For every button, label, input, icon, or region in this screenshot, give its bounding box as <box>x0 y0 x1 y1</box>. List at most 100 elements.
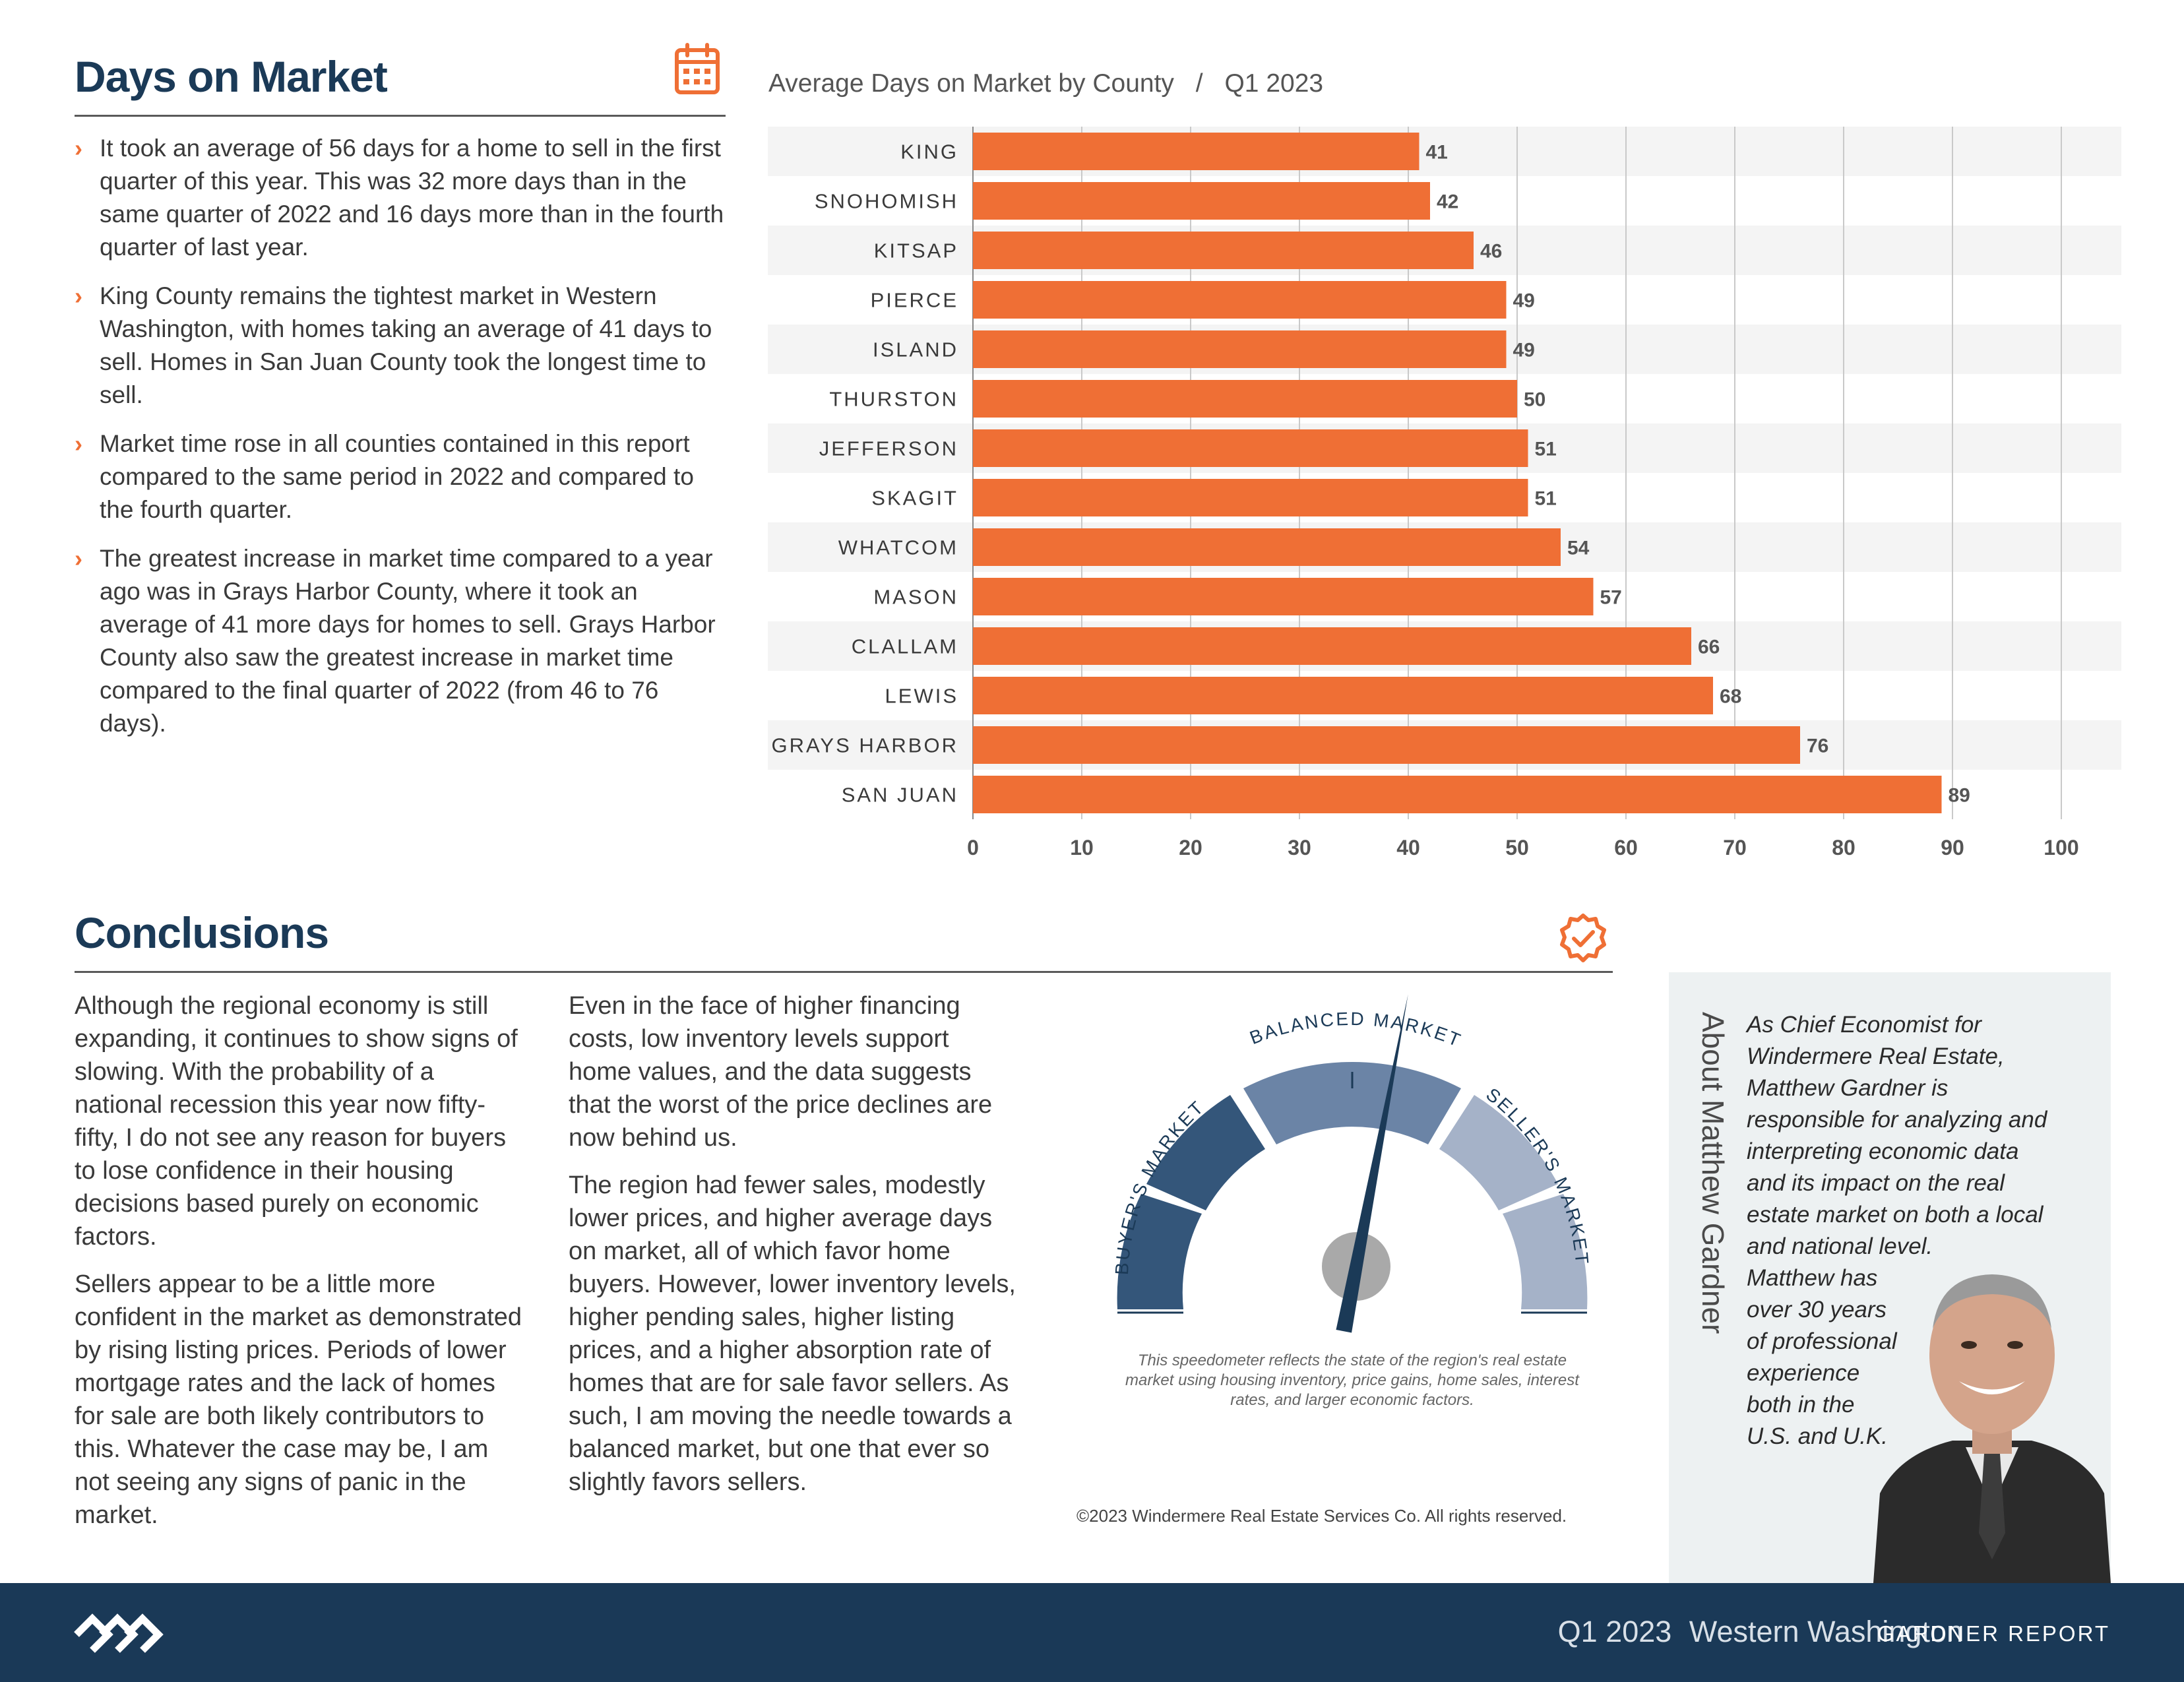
chart-data-label: 68 <box>1720 686 1741 708</box>
chart-category-label: SAN JUAN <box>842 784 958 807</box>
chart-category-label: SKAGIT <box>871 487 958 510</box>
chart-category-label: GRAYS HARBOR <box>772 734 958 757</box>
footer-report-name: GARDNER REPORT <box>1877 1621 2110 1646</box>
conclusions-title-rule <box>75 971 1613 973</box>
chart-data-label: 49 <box>1513 340 1535 361</box>
about-line: responsible for analyzing and <box>1747 1107 2047 1133</box>
bullet-text: Market time rose in all counties contain… <box>100 430 694 523</box>
bullet-text: King County remains the tightest market … <box>100 282 712 408</box>
about-heading: About Matthew Gardner <box>1696 1012 1730 1334</box>
conclusions-column-1: Although the regional economy is still e… <box>75 989 523 1546</box>
about-line: estate market on both a local <box>1747 1202 2044 1228</box>
footer-region: Western Washington <box>1689 1615 1963 1648</box>
chart-bar <box>973 232 1474 269</box>
chart-category-label: WHATCOM <box>838 536 958 559</box>
chart-category-label: SNOHOMISH <box>815 190 958 213</box>
gauge-segment-buyers-high <box>1146 1095 1265 1210</box>
chart-category-label: PIERCE <box>871 289 958 312</box>
chart-bar <box>973 479 1528 516</box>
about-line: experience <box>1747 1360 1860 1386</box>
chart-category-label: ISLAND <box>873 338 958 361</box>
about-line: U.S. and U.K. <box>1747 1423 1888 1449</box>
author-portrait <box>1873 1256 2111 1583</box>
chevron-right-icon: › <box>75 135 82 162</box>
gauge-segment-sellers-low <box>1503 1194 1588 1309</box>
about-line: As Chief Economist for <box>1747 1012 1981 1038</box>
chart-data-label: 42 <box>1437 191 1458 213</box>
chart-tick-label: 80 <box>1832 836 1856 859</box>
chart-data-label: 66 <box>1698 637 1720 658</box>
about-line: both in the <box>1747 1392 1855 1417</box>
chart-tick-label: 50 <box>1505 836 1529 859</box>
bullet-text: The greatest increase in market time com… <box>100 545 716 737</box>
footer-title: Q1 2023 Western Washington <box>1558 1615 1963 1649</box>
chart-bar <box>973 627 1691 665</box>
gauge-segment-balanced <box>1243 1061 1461 1144</box>
footer-period: Q1 2023 <box>1557 1615 1672 1648</box>
chevron-right-icon: › <box>75 430 82 457</box>
conclusions-title: Conclusions <box>75 908 329 957</box>
gauge-label-balanced: BALANCED MARKET <box>1247 1009 1465 1051</box>
about-line: Matthew Gardner is <box>1747 1075 1949 1101</box>
days-bullet-list: › It took an average of 56 days for a hom… <box>75 132 728 756</box>
gauge-segment-buyers-low <box>1117 1194 1202 1309</box>
chart-data-label: 57 <box>1600 587 1622 609</box>
gauge-needle <box>1336 994 1408 1333</box>
about-line: and national level. <box>1747 1233 1933 1259</box>
chart-bar <box>973 380 1517 418</box>
chart-data-label: 89 <box>1949 785 1970 807</box>
about-line: Matthew has <box>1747 1265 1878 1291</box>
chart-bar <box>973 528 1561 566</box>
gauge-segment-sellers-high <box>1439 1095 1558 1210</box>
about-heading-wrap: About Matthew Gardner <box>1696 1012 1736 1375</box>
about-text: As Chief Economist for Windermere Real Es… <box>1747 1009 2096 1452</box>
badge-check-icon <box>1557 912 1609 964</box>
chart-data-label: 41 <box>1426 142 1448 164</box>
bullet-item: › The greatest increase in market time co… <box>75 542 728 740</box>
bullet-item: › King County remains the tightest market… <box>75 280 728 412</box>
chart-data-label: 51 <box>1535 488 1557 510</box>
gauge-caption: This speedometer reflects the state of t… <box>1125 1352 1579 1409</box>
footer-bar: Q1 2023 Western Washington GARDNER REPOR… <box>0 1583 2184 1682</box>
chart-category-label: MASON <box>873 586 958 609</box>
chart-bar <box>973 578 1594 615</box>
chart-subtitle: Q1 2023 <box>1224 69 1324 98</box>
about-line: interpreting economic data <box>1747 1138 2019 1164</box>
about-line: over 30 years <box>1747 1297 1887 1323</box>
days-section-title: Days on Market <box>75 52 388 101</box>
calendar-icon <box>673 42 722 96</box>
chart-tick-label: 60 <box>1614 836 1638 859</box>
about-line: Windermere Real Estate, <box>1747 1043 2005 1069</box>
chart-tick-label: 0 <box>967 836 979 859</box>
chart-category-label: KING <box>900 140 958 164</box>
chart-category-label: THURSTON <box>829 388 958 411</box>
chart-bar <box>973 281 1507 319</box>
chart-tick-label: 40 <box>1396 836 1420 859</box>
chart-data-label: 49 <box>1513 290 1535 312</box>
conclusion-paragraph: Even in the face of higher financing cos… <box>569 992 993 1152</box>
windermere-logo-icon <box>71 1608 164 1661</box>
chart-bar <box>973 776 1942 813</box>
market-speedometer: BUYER'S MARKET BALANCED MARKET SELLER'S … <box>1111 994 1590 1333</box>
chart-title: Average Days on Market by County / Q1 20… <box>768 69 1323 98</box>
chart-category-label: KITSAP <box>874 239 958 263</box>
chart-bar <box>973 133 1420 170</box>
chart-category-label: JEFFERSON <box>819 437 958 460</box>
chart-bar <box>973 330 1507 368</box>
chart-data-label: 76 <box>1807 735 1828 757</box>
conclusion-paragraph: Although the regional economy is still e… <box>75 992 518 1251</box>
chart-bar <box>973 429 1528 467</box>
bullet-item: › It took an average of 56 days for a hom… <box>75 132 728 264</box>
chart-category-label: CLALLAM <box>852 635 958 658</box>
chart-title-text: Average Days on Market by County <box>768 69 1174 98</box>
days-title-rule <box>75 115 726 117</box>
conclusion-paragraph: The region had fewer sales, modestly low… <box>569 1171 1016 1496</box>
about-box: About Matthew Gardner As Chief Economist… <box>1669 972 2111 1583</box>
chevron-right-icon: › <box>75 545 82 572</box>
chart-data-label: 51 <box>1535 439 1557 460</box>
chart-category-label: LEWIS <box>885 685 958 708</box>
chart-bar <box>973 182 1430 220</box>
chart-tick-label: 20 <box>1179 836 1202 859</box>
bullet-text: It took an average of 56 days for a home… <box>100 135 724 261</box>
conclusions-column-2: Even in the face of higher financing cos… <box>569 989 1017 1513</box>
